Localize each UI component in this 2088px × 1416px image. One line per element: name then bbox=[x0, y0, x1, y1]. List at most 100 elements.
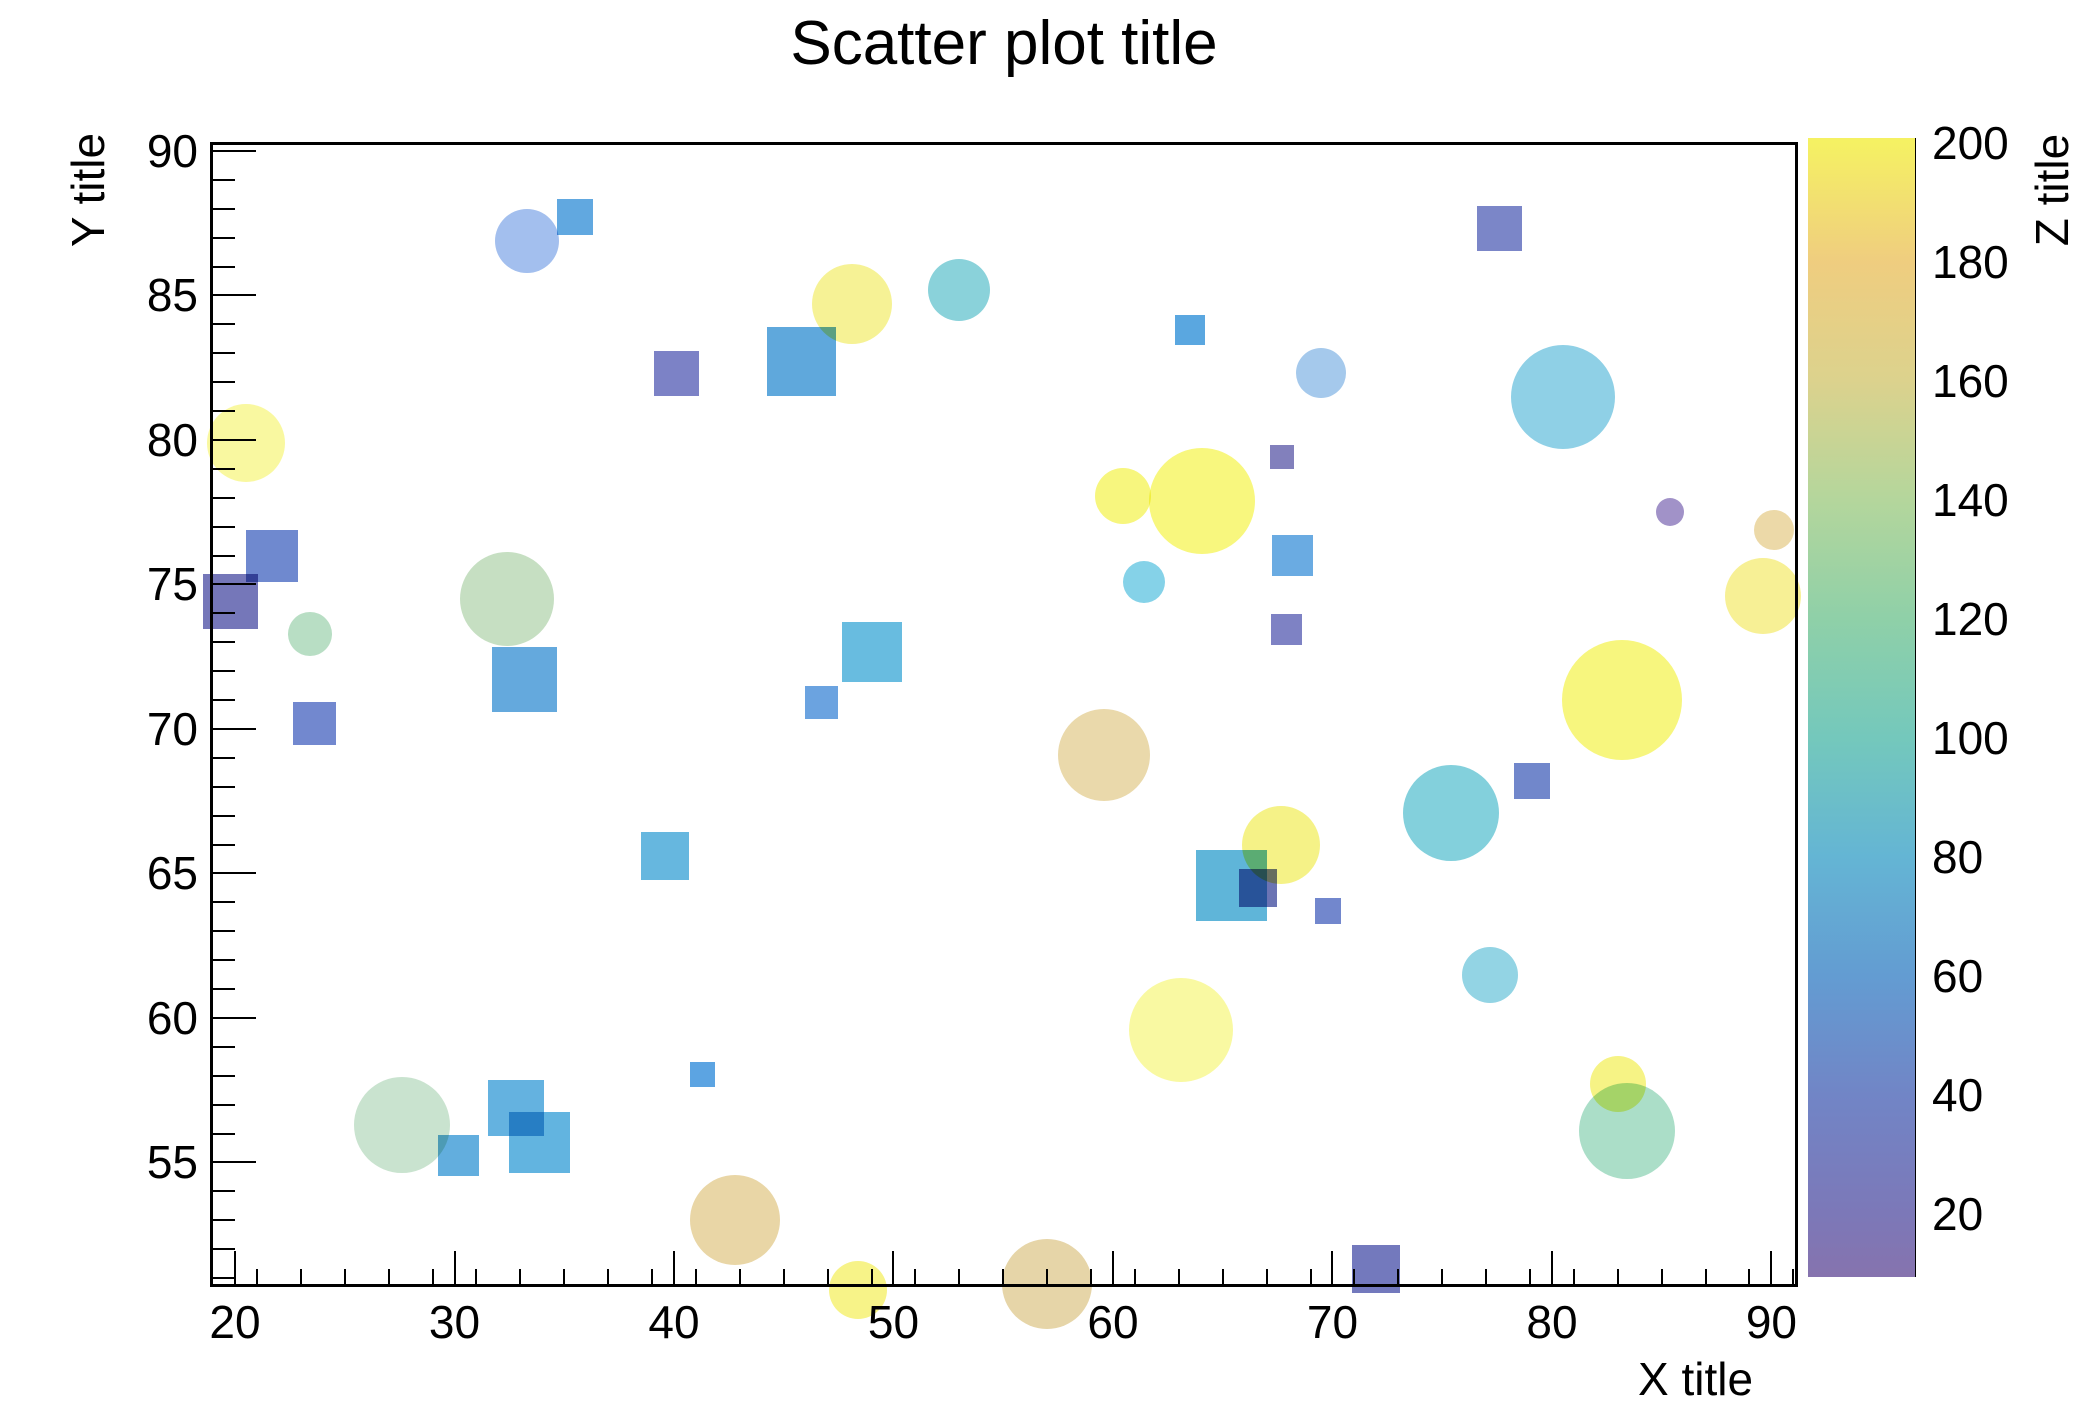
scatter-marker-square bbox=[804, 686, 838, 720]
y-minor-tick bbox=[210, 265, 235, 268]
x-minor-tick bbox=[387, 1269, 390, 1287]
scatter-marker-square bbox=[1272, 535, 1314, 577]
z-axis-title: Z title bbox=[2026, 133, 2078, 247]
scatter-marker-circle bbox=[1510, 344, 1615, 449]
y-minor-tick bbox=[210, 1103, 235, 1106]
scatter-marker-circle bbox=[1129, 977, 1234, 1082]
scatter-marker-circle bbox=[829, 1260, 888, 1319]
scatter-marker-square bbox=[841, 622, 902, 683]
scatter-marker-square bbox=[246, 529, 299, 582]
x-major-tick bbox=[1111, 1251, 1114, 1287]
y-minor-tick bbox=[210, 496, 235, 499]
colorbar-tick-label: 180 bbox=[1932, 235, 2009, 288]
x-tick-label: 80 bbox=[1526, 1296, 1578, 1348]
x-tick-label: 90 bbox=[1745, 1296, 1798, 1348]
y-minor-tick bbox=[210, 323, 235, 326]
scatter-marker-circle bbox=[287, 611, 332, 656]
scatter-marker-circle bbox=[1724, 558, 1801, 634]
y-minor-tick bbox=[210, 1219, 235, 1222]
x-minor-tick bbox=[1265, 1269, 1268, 1287]
scatter-marker-square bbox=[557, 199, 594, 236]
scatter-marker-circle bbox=[1122, 560, 1165, 603]
scatter-marker-circle bbox=[690, 1175, 781, 1266]
scatter-marker-circle bbox=[1402, 764, 1499, 861]
x-tick-label: 40 bbox=[648, 1296, 700, 1348]
scatter-marker-circle bbox=[1562, 640, 1683, 761]
x-minor-tick bbox=[607, 1269, 610, 1287]
x-minor-tick bbox=[299, 1269, 302, 1287]
x-minor-tick bbox=[914, 1269, 917, 1287]
colorbar-tick-label: 60 bbox=[1932, 949, 1984, 1002]
scatter-marker-square bbox=[508, 1111, 570, 1173]
x-minor-tick bbox=[738, 1269, 741, 1287]
scatter-marker-square bbox=[292, 701, 336, 745]
y-minor-tick bbox=[210, 670, 235, 673]
x-minor-tick bbox=[343, 1269, 346, 1287]
x-minor-tick bbox=[255, 1269, 258, 1287]
scatter-marker-circle bbox=[1148, 447, 1255, 554]
scatter-marker-circle bbox=[928, 258, 991, 321]
colorbar-axis-line bbox=[1914, 138, 1916, 1277]
x-major-tick bbox=[892, 1251, 895, 1287]
y-tick-label: 85 bbox=[146, 269, 198, 322]
scatter-marker-square bbox=[690, 1061, 716, 1087]
plot-title: Scatter plot title bbox=[790, 9, 1218, 78]
x-tick-label: 70 bbox=[1306, 1296, 1359, 1348]
colorbar-tick-label: 40 bbox=[1932, 1068, 1984, 1121]
y-minor-tick bbox=[210, 236, 235, 239]
scatter-marker-square bbox=[1514, 762, 1551, 799]
y-major-tick bbox=[210, 872, 256, 875]
x-minor-tick bbox=[475, 1269, 478, 1287]
scatter-marker-square bbox=[1352, 1245, 1401, 1294]
scatter-marker-square bbox=[492, 647, 558, 713]
y-minor-tick bbox=[210, 525, 235, 528]
x-tick-label: 30 bbox=[428, 1296, 481, 1348]
colorbar-tick-label: 80 bbox=[1932, 830, 1984, 883]
x-minor-tick bbox=[782, 1269, 785, 1287]
scatter-marker-square bbox=[1315, 898, 1342, 925]
scatter-marker-circle bbox=[1296, 348, 1347, 399]
scatter-marker-square bbox=[653, 350, 699, 396]
x-major-tick bbox=[453, 1251, 456, 1287]
y-minor-tick bbox=[210, 901, 235, 904]
x-major-tick bbox=[1331, 1251, 1334, 1287]
y-tick-label: 70 bbox=[146, 702, 198, 755]
x-tick-label: 20 bbox=[209, 1296, 261, 1348]
scatter-marker-circle bbox=[1753, 509, 1794, 550]
x-major-tick bbox=[1550, 1251, 1553, 1287]
y-major-tick bbox=[210, 1161, 256, 1164]
scatter-marker-circle bbox=[460, 551, 555, 646]
x-axis-title: X title bbox=[1638, 1353, 1754, 1405]
x-minor-tick bbox=[1177, 1269, 1180, 1287]
scatter-marker-square bbox=[1476, 206, 1522, 252]
scatter-marker-circle bbox=[1656, 498, 1685, 527]
y-axis-title: Y title bbox=[62, 132, 114, 248]
scatter-marker-circle bbox=[353, 1076, 450, 1173]
x-minor-tick bbox=[1748, 1269, 1751, 1287]
x-minor-tick bbox=[1704, 1269, 1707, 1287]
y-minor-tick bbox=[210, 930, 235, 933]
scatter-marker-circle bbox=[494, 208, 559, 273]
scatter-marker-circle bbox=[1462, 946, 1519, 1003]
x-minor-tick bbox=[1133, 1269, 1136, 1287]
colorbar-tick-label: 200 bbox=[1932, 116, 2009, 169]
scatter-marker-square bbox=[1269, 445, 1294, 470]
y-minor-tick bbox=[210, 381, 235, 384]
colorbar bbox=[1808, 138, 1915, 1277]
x-minor-tick bbox=[1441, 1269, 1444, 1287]
y-minor-tick bbox=[210, 352, 235, 355]
x-minor-tick bbox=[958, 1269, 961, 1287]
x-minor-tick bbox=[1221, 1269, 1224, 1287]
x-major-tick bbox=[672, 1251, 675, 1287]
y-tick-label: 65 bbox=[146, 847, 198, 900]
scatter-marker-square bbox=[203, 574, 259, 630]
x-minor-tick bbox=[1485, 1269, 1488, 1287]
y-tick-label: 80 bbox=[146, 413, 198, 466]
y-minor-tick bbox=[210, 1190, 235, 1193]
y-major-tick bbox=[210, 294, 256, 297]
x-minor-tick bbox=[1616, 1269, 1619, 1287]
y-minor-tick bbox=[210, 699, 235, 702]
scatter-marker-circle bbox=[206, 403, 285, 482]
y-minor-tick bbox=[210, 988, 235, 991]
x-minor-tick bbox=[651, 1269, 654, 1287]
